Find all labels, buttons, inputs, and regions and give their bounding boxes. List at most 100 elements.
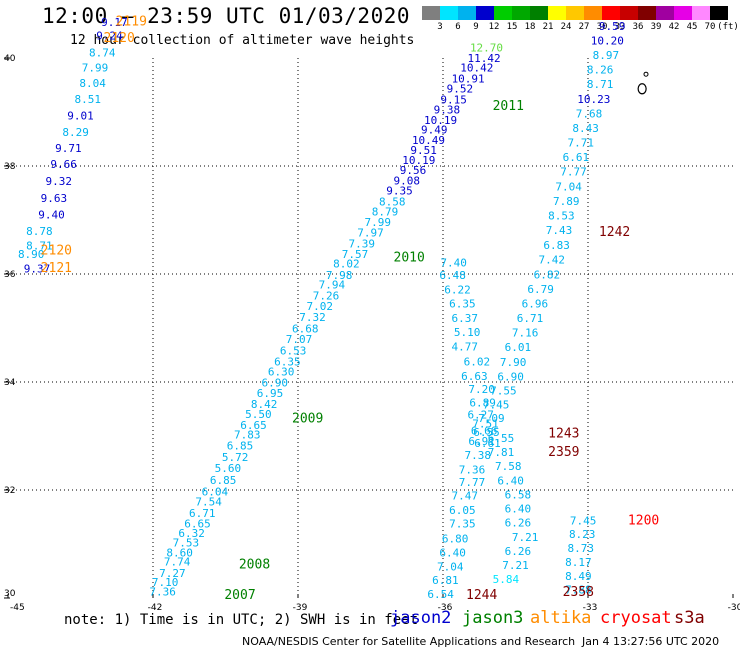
colorscale-label: 36 — [632, 22, 644, 32]
wave-height-value: 7.21 — [502, 559, 529, 572]
wave-height-value: 6.90 — [262, 376, 289, 389]
wave-height-value: 6.83 — [543, 239, 570, 252]
wave-height-value: 8.79 — [372, 206, 399, 219]
colorscale-swatch — [656, 6, 674, 20]
wave-height-value: 7.57 — [342, 248, 369, 261]
wave-height-value: 6.40 — [505, 503, 532, 516]
pass-time-label: 2009 — [292, 412, 323, 427]
wave-height-value: 4.77 — [452, 341, 479, 354]
colorscale-swatch — [710, 6, 728, 20]
wave-height-value: 6.65 — [184, 517, 211, 530]
colorscale-swatch — [512, 6, 530, 20]
island-outline — [637, 83, 647, 95]
wave-height-value: 6.40 — [439, 546, 466, 559]
wave-height-value: 7.74 — [164, 556, 191, 569]
wave-height-value: 6.71 — [517, 312, 544, 325]
colorscale-label: 3 — [437, 22, 443, 32]
wave-height-value: 9.40 — [38, 208, 65, 221]
wave-height-value: 5.84 — [493, 573, 520, 586]
colorscale-label: 18 — [524, 22, 536, 32]
wave-height-value: 6.05 — [449, 504, 476, 517]
wave-height-value: 7.38 — [465, 449, 492, 462]
colorscale-label: (ft) — [717, 22, 739, 32]
colorscale-label: 30 — [596, 22, 608, 32]
wave-height-value: 6.61 — [474, 437, 501, 450]
colorscale-swatch — [530, 6, 548, 20]
wave-height-value: 7.04 — [437, 560, 464, 573]
wave-height-value: 7.27 — [159, 567, 186, 580]
wave-height-value: 9.35 — [386, 185, 413, 198]
x-tick-label: -39 — [293, 603, 308, 613]
wave-height-value: 6.79 — [527, 283, 554, 296]
legend-cryosat: cryosat — [600, 608, 672, 628]
wave-height-value: 9.08 — [394, 174, 421, 187]
wave-height-value: 8.97 — [593, 49, 620, 62]
y-tick-label: 36 — [4, 270, 16, 280]
wave-height-value: 10.23 — [577, 93, 610, 106]
wave-height-value: 6.65 — [240, 419, 267, 432]
wave-height-value: 7.81 — [488, 446, 515, 459]
pass-time-label: 2359 — [548, 445, 579, 460]
colorscale-label: 12 — [488, 22, 500, 32]
wave-height-value: 5.72 — [222, 451, 249, 464]
wave-height-value: 6.22 — [444, 283, 471, 296]
wave-height-value: 7.36 — [459, 463, 486, 476]
footer-note: note: 1) Time is in UTC; 2) SWH is in fe… — [64, 612, 419, 628]
wave-height-value: 7.20 — [468, 383, 495, 396]
legend-jason3: jason3 — [462, 608, 524, 628]
wave-height-value: 9.71 — [55, 142, 82, 155]
island-outline — [643, 71, 649, 77]
y-tick-label: 40 — [4, 54, 16, 64]
colorscale-swatch — [476, 6, 494, 20]
wave-height-value: 7.43 — [546, 224, 573, 237]
wave-height-value: 9.32 — [46, 175, 73, 188]
wave-height-value: 8.74 — [89, 46, 116, 59]
wave-height-value: 8.51 — [75, 93, 102, 106]
y-tick-label: 38 — [4, 162, 16, 172]
wave-height-value: 8.71 — [26, 240, 53, 253]
colorscale-label: 33 — [614, 22, 626, 32]
wave-height-value: 10.91 — [452, 72, 485, 85]
wave-height-value: 8.78 — [26, 225, 53, 238]
wave-height-value: 8.04 — [79, 77, 106, 90]
wave-height-value: 7.58 — [495, 460, 522, 473]
wave-height-value: 7.45 — [483, 398, 510, 411]
wave-height-value: 9.37 — [24, 262, 51, 275]
wave-height-value: 8.73 — [568, 542, 595, 555]
wave-height-value: 6.85 — [210, 474, 237, 487]
pass-time-label: 2121 — [41, 261, 72, 276]
wave-height-value: 7.89 — [553, 195, 580, 208]
credit-line: NOAA/NESDIS Center for Satellite Applica… — [242, 635, 576, 648]
colorscale-label: 15 — [506, 22, 518, 32]
colorscale-swatch — [602, 6, 620, 20]
wave-height-value: 6.91 — [468, 435, 495, 448]
colorscale-swatch — [638, 6, 656, 20]
wave-height-value: 8.90 — [18, 248, 45, 261]
colorscale-label: 27 — [578, 22, 590, 32]
wave-height-value: 7.04 — [555, 180, 582, 193]
wave-height-value: 7.98 — [326, 269, 353, 282]
wave-height-value: 11.42 — [468, 52, 501, 65]
colorscale-swatch — [458, 6, 476, 20]
wave-height-value: 7.16 — [512, 327, 539, 340]
colorscale-label: 21 — [542, 22, 554, 32]
wave-height-value: 7.99 — [365, 216, 392, 229]
colorscale-swatch — [584, 6, 602, 20]
legend-s3a: s3a — [674, 608, 705, 628]
wave-height-value: 7.32 — [299, 311, 326, 324]
wave-height-value: 6.85 — [227, 440, 254, 453]
wave-height-value: 8.60 — [166, 546, 193, 559]
wave-height-value: 6.95 — [257, 387, 284, 400]
x-tick-label: -30 — [728, 603, 740, 613]
wave-height-value: 6.82 — [534, 268, 561, 281]
wave-height-value: 8.02 — [333, 258, 360, 271]
wave-height-value: 7.83 — [234, 429, 261, 442]
wave-height-value: 7.45 — [570, 515, 597, 528]
wave-height-value: 6.37 — [452, 312, 479, 325]
x-tick-label: -33 — [583, 603, 598, 613]
wave-height-value: 8.43 — [572, 122, 599, 135]
wave-height-value: 9.63 — [41, 192, 68, 205]
wave-height-value: 7.21 — [512, 531, 539, 544]
wave-height-value: 8.71 — [587, 78, 614, 91]
